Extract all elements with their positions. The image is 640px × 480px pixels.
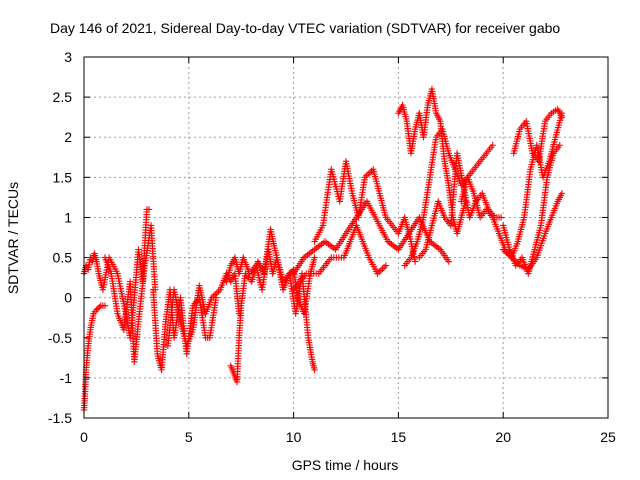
data-point [311,366,318,374]
data-points [80,85,566,414]
x-tick-labels: 0 5 10 15 20 25 [80,429,616,445]
y-axis-title: SDTVAR / TECUs [5,182,21,294]
data-point [411,258,419,265]
data-point [365,170,372,178]
x-tick-label: 20 [495,429,511,445]
y-tick-label: 3 [64,49,72,65]
y-tick-labels: -1.5 -1 -0.5 0 0.5 1 1.5 2 2.5 3 [48,49,72,426]
x-axis-title: GPS time / hours [292,457,399,473]
data-point [382,262,390,269]
x-tick-label: 15 [391,429,407,445]
data-point [558,190,566,197]
y-tick-label: 1.5 [53,169,73,185]
x-tick-label: 10 [286,429,302,445]
y-tick-label: 1 [64,209,72,225]
y-tick-label: -1.5 [48,410,72,426]
data-point [558,113,566,121]
y-tick-label: 2 [64,129,72,145]
y-tick-label: 0 [64,290,72,306]
data-point [366,169,374,176]
chart-title: Day 146 of 2021, Sidereal Day-to-day VTE… [50,20,560,36]
data-point [489,142,496,149]
data-point [375,268,383,276]
x-tick-label: 5 [185,429,193,445]
data-point [445,258,452,265]
data-point [96,303,103,311]
data-point [377,267,384,274]
data-point [380,263,388,271]
y-tick-label: 0.5 [53,250,73,266]
x-tick-label: 25 [600,429,616,445]
data-point [213,289,221,297]
data-point [212,291,219,298]
data-point [379,265,386,272]
data-point [101,302,109,309]
y-tick-label: -0.5 [48,330,72,346]
data-point [556,142,563,149]
y-tick-label: 2.5 [53,89,73,105]
data-point [145,206,153,213]
x-tick-label: 0 [80,429,88,445]
y-tick-label: -1 [60,370,73,386]
data-point [497,214,505,221]
data-point [311,254,318,261]
plot-frame [83,56,609,419]
